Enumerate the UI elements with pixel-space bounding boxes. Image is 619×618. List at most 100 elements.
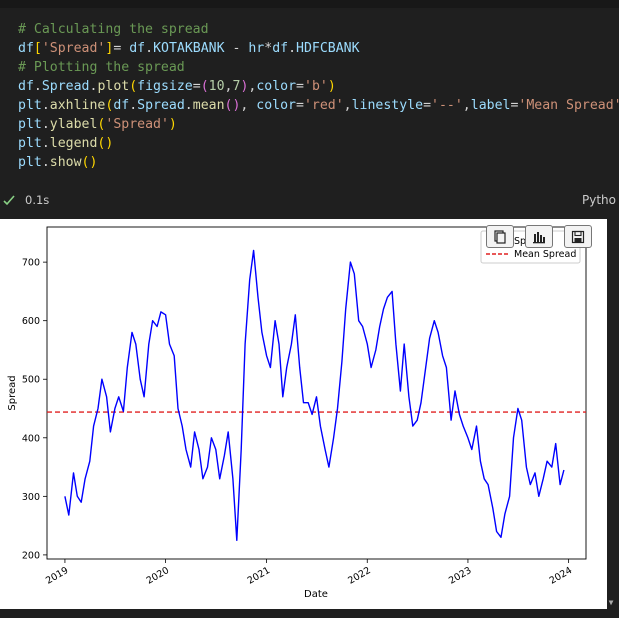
copy-icon	[494, 230, 506, 244]
code-line: df['Spread']= df.KOTAKBANK - hr*df.HDFCB…	[18, 39, 360, 58]
code-token: =	[510, 98, 519, 113]
chart-view-button[interactable]	[525, 225, 553, 248]
code-token: .	[41, 136, 50, 151]
bottom-divider	[0, 609, 619, 618]
y-tick-label: 600	[22, 316, 40, 327]
kernel-language[interactable]: Pytho	[582, 193, 616, 207]
code-token: .	[41, 98, 50, 113]
code-line: plt.axhline(df.Spread.mean(), color='red…	[18, 96, 619, 115]
code-token: ,	[240, 98, 257, 113]
code-token: =	[423, 98, 432, 113]
code-token: 'red'	[303, 98, 344, 113]
y-tick-label: 300	[22, 492, 40, 503]
code-token: (	[97, 117, 106, 132]
plot-area	[46, 226, 587, 560]
code-token: plt	[18, 117, 42, 132]
code-token: 7	[232, 79, 241, 94]
code-token: legend	[49, 136, 98, 151]
code-token: df	[272, 41, 289, 56]
code-token: =	[113, 41, 130, 56]
x-axis-label: Date	[304, 589, 328, 600]
y-tick-label: 400	[22, 433, 40, 444]
code-token: .	[89, 79, 98, 94]
code-token: # Plotting the spread	[18, 60, 185, 75]
code-token: ylabel	[49, 117, 98, 132]
code-token: .	[145, 41, 154, 56]
code-token: )	[240, 79, 249, 94]
top-divider	[0, 0, 619, 8]
code-token: 10	[208, 79, 225, 94]
execution-time: 0.1s	[25, 193, 50, 207]
code-token: )	[327, 79, 336, 94]
code-line: # Calculating the spread	[18, 20, 209, 39]
code-token: .	[288, 41, 297, 56]
code-token: color	[256, 79, 297, 94]
code-token: ()	[224, 98, 241, 113]
code-cell[interactable]: # Calculating the spread df['Spread']= df…	[0, 10, 619, 183]
code-token: Spread	[41, 79, 90, 94]
code-token: [	[33, 41, 42, 56]
code-token: 'Mean Spread'	[518, 98, 619, 113]
save-icon	[571, 230, 585, 244]
code-token: =	[192, 79, 201, 94]
code-token: axhline	[49, 98, 106, 113]
code-line: plt.show()	[18, 153, 97, 172]
chart-icon	[533, 232, 545, 244]
y-axis-label: Spread	[7, 375, 18, 410]
code-token: df	[129, 41, 146, 56]
code-token: hr	[248, 41, 265, 56]
code-token: (	[105, 98, 114, 113]
code-token: plt	[18, 98, 42, 113]
y-tick-label: 500	[22, 375, 40, 386]
cell-output: 200 300 400 500 600 700 2019 2020 2021 2022 2023 2…	[0, 219, 607, 609]
code-token: =	[296, 98, 304, 113]
code-token: ,	[343, 98, 352, 113]
code-token: KOTAKBANK	[153, 41, 225, 56]
code-token: df	[18, 79, 34, 94]
code-token: plot	[97, 79, 130, 94]
code-token: .	[33, 79, 42, 94]
code-token: linestyle	[351, 98, 424, 113]
x-tick-label: 2022	[346, 565, 372, 587]
code-token: ]	[105, 41, 114, 56]
y-tick-label: 200	[22, 550, 40, 561]
code-token: (	[129, 79, 138, 94]
code-token: df	[113, 98, 130, 113]
code-token: *	[264, 41, 273, 56]
x-tick-label: 2019	[44, 565, 70, 587]
code-token: label	[470, 98, 511, 113]
code-token: '--'	[431, 98, 463, 113]
code-token: Spread	[137, 98, 185, 113]
code-token: ,	[248, 79, 257, 94]
code-token: -	[224, 41, 249, 56]
x-tick-label: 2023	[447, 565, 473, 587]
spread-series-line	[64, 249, 565, 541]
code-line: df.Spread.plot(figsize=(10,7),color='b')	[18, 77, 336, 96]
x-tick-label: 2024	[548, 565, 574, 587]
output-scrollbar[interactable]	[607, 219, 619, 609]
code-token: df	[18, 41, 34, 56]
y-tick-label: 700	[22, 258, 40, 269]
code-token: .	[41, 155, 50, 170]
code-token: ()	[97, 136, 114, 151]
copy-button[interactable]	[486, 225, 514, 248]
code-token: color	[256, 98, 296, 113]
success-check-icon	[2, 190, 16, 210]
code-token: )	[168, 117, 177, 132]
code-token: ,	[224, 79, 233, 94]
code-token: HDFCBANK	[296, 41, 360, 56]
code-token: show	[49, 155, 82, 170]
code-line: plt.legend()	[18, 134, 113, 153]
code-token: =	[296, 79, 304, 94]
scroll-down-icon[interactable]: ▼	[608, 598, 614, 607]
code-token: ,	[462, 98, 471, 113]
x-tick-label: 2021	[246, 565, 272, 587]
code-token: plt	[18, 136, 42, 151]
save-button[interactable]	[564, 225, 592, 248]
cell-status-bar: 0.1s Pytho	[0, 190, 619, 210]
x-ticks: 2019 2020 2021 2022 2023 2024	[44, 559, 574, 587]
code-token: (	[200, 79, 209, 94]
code-line: # Plotting the spread	[18, 58, 185, 77]
code-token: .	[184, 98, 193, 113]
